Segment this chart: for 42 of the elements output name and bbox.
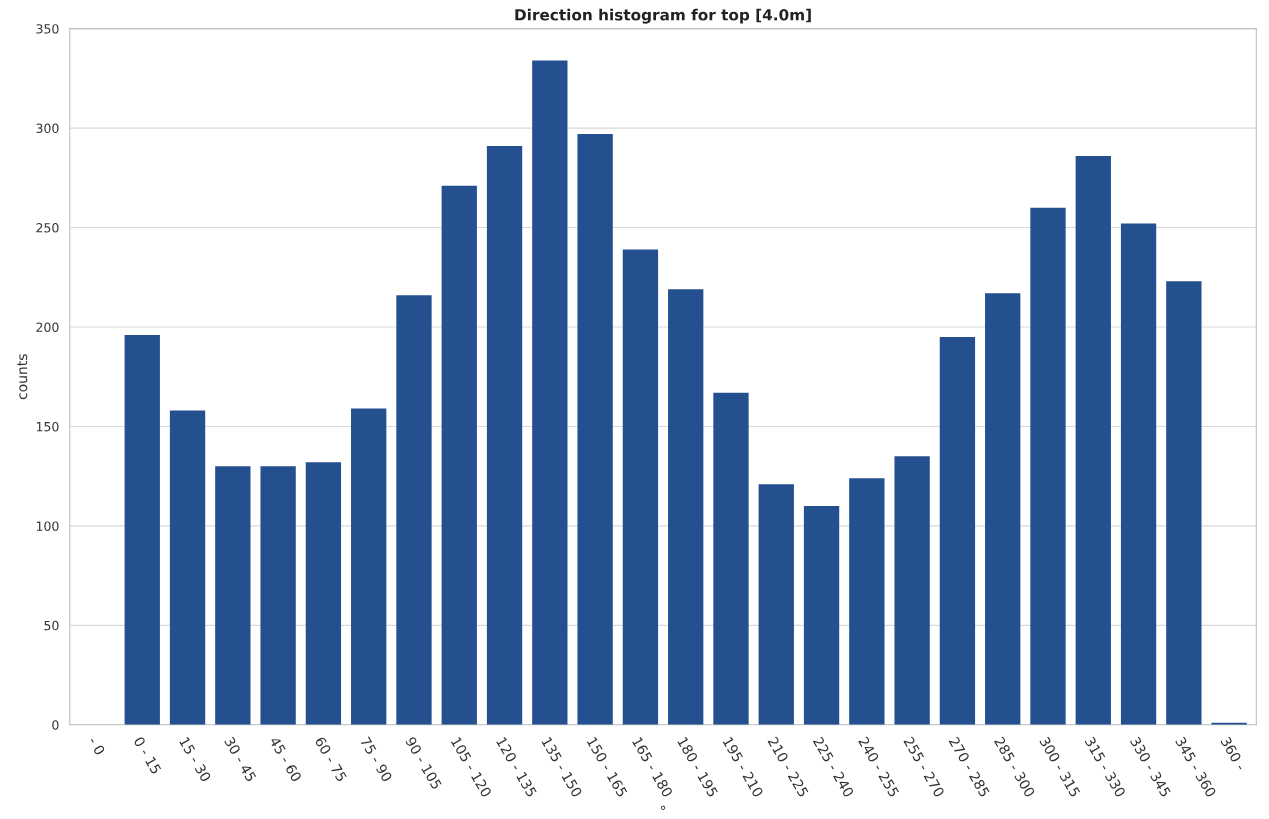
- bar: [441, 185, 477, 725]
- bar: [622, 249, 659, 725]
- x-tick-label: 60 - 75: [314, 736, 348, 783]
- bar: [351, 408, 387, 725]
- bar: [215, 466, 251, 725]
- bar: [260, 466, 296, 725]
- y-tick-label: 200: [36, 322, 59, 332]
- y-axis-title: counts: [17, 354, 28, 400]
- bar: [1166, 281, 1202, 725]
- y-tick-label: 300: [36, 123, 59, 134]
- x-tick-label: 75 - 90: [359, 736, 393, 783]
- y-tick-label: 250: [36, 223, 59, 233]
- bar: [939, 336, 976, 725]
- y-tick-label: 50: [44, 620, 59, 631]
- y-tick-label: 150: [36, 421, 59, 432]
- bar: [1030, 207, 1066, 725]
- bar: [396, 295, 432, 725]
- y-tick-label: 0: [52, 720, 59, 730]
- bar: [894, 456, 930, 725]
- x-tick-label: 0 - 15: [133, 736, 162, 775]
- bar: [713, 392, 749, 725]
- x-tick-label: - 0: [88, 735, 106, 756]
- bar: [305, 462, 342, 725]
- bar: [849, 478, 885, 725]
- y-tick-label: 100: [36, 521, 59, 531]
- bar: [1120, 223, 1157, 725]
- bar: [124, 334, 160, 725]
- bar: [758, 484, 794, 725]
- bar: [532, 60, 568, 725]
- bar: [803, 506, 840, 725]
- x-axis-title: °: [660, 805, 666, 810]
- bar: [985, 293, 1021, 725]
- bar: [169, 410, 206, 725]
- x-tick-label: 30 - 45: [224, 736, 257, 783]
- bar: [486, 146, 523, 725]
- x-tick-label: 45 - 60: [269, 735, 303, 783]
- chart-title: Direction histogram for top [4.0m]: [515, 8, 811, 24]
- y-tick-label: 350: [36, 24, 59, 34]
- x-tick-label: 15 - 30: [178, 736, 212, 783]
- bar: [577, 134, 613, 725]
- bar: [668, 289, 704, 725]
- bar: [1075, 155, 1111, 725]
